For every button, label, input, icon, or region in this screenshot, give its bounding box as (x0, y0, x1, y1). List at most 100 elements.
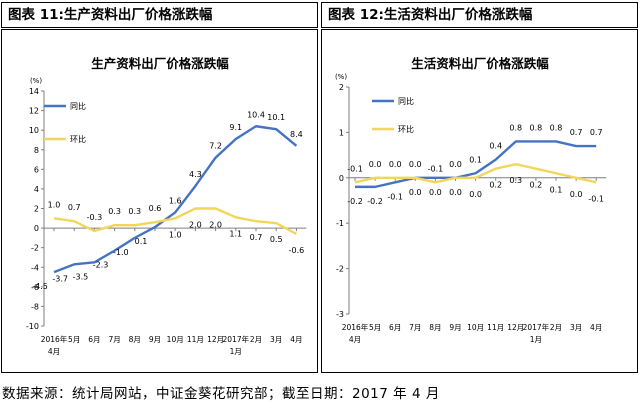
data-label-mom: 0.0 (389, 160, 402, 169)
data-label-mom: 0.2 (530, 181, 543, 190)
data-label-yoy: 0.8 (550, 123, 563, 132)
y-axis-unit: (%) (335, 73, 347, 81)
y-tick-label: 8 (34, 146, 39, 155)
data-label-yoy: -4.5 (32, 282, 48, 291)
y-tick-label: -4 (31, 263, 39, 272)
data-label-yoy: -0.2 (347, 197, 363, 206)
y-tick-label: 12 (29, 107, 39, 116)
y-tick-label: 10 (29, 126, 39, 135)
data-label-mom: 1.1 (229, 229, 242, 238)
data-label-yoy: 0.7 (570, 128, 583, 137)
data-label-yoy: 10.4 (247, 110, 265, 119)
x-tick-label-sub: 1月 (530, 335, 542, 344)
data-label-yoy: 4.3 (189, 170, 202, 179)
data-label-yoy: -3.7 (52, 274, 68, 283)
data-label-yoy: -2.3 (93, 261, 109, 270)
x-tick-label: 3月 (570, 323, 582, 332)
legend-label-mom: 环比 (70, 134, 86, 144)
data-label-yoy: 0.1 (469, 155, 482, 164)
data-label-yoy: 1.6 (169, 196, 182, 205)
chart-panel-consumer: 生活资料出厂价格涨跌幅 (%) -3 -2 -1 0 1 2 2016年 4月 5月 6月 7月 8月 9月… (321, 29, 638, 373)
chart-panel-production: 生产资料出厂价格涨跌幅 (%) -10 -8 -6 -4 -2 0 2 4 6 8 10 12 14 2016… (1, 29, 318, 373)
data-label-yoy: -1.0 (113, 248, 129, 257)
data-label-mom: 1.0 (48, 200, 61, 209)
data-label-mom: 0.0 (469, 190, 482, 199)
chart-header-11: 图表 11:生产资料出厂价格涨跌幅 (1, 2, 318, 28)
series-line-mom (53, 207, 297, 236)
x-tick-label: 2016年 (342, 322, 369, 332)
data-label-yoy: -0.1 (387, 192, 403, 201)
x-tick-label: 6月 (88, 335, 100, 344)
data-label-mom: 1.0 (169, 230, 182, 239)
data-label-yoy: 10.1 (267, 113, 285, 122)
data-label-mom: -0.3 (87, 213, 103, 222)
x-tick-label-sub: 4月 (349, 335, 361, 344)
x-tick-label: 10月 (467, 323, 484, 332)
data-label-yoy: -0.2 (367, 197, 383, 206)
figure-title: 生产资料出厂价格涨跌幅 (63, 7, 213, 23)
series-line-mom (354, 162, 597, 184)
y-tick-label: 2 (339, 83, 344, 92)
data-label-mom: -0.1 (428, 164, 444, 173)
y-tick-label: -6 (31, 283, 39, 292)
x-tick-label: 7月 (409, 323, 421, 332)
chart-header-12: 图表 12:生活资料出厂价格涨跌幅 (321, 2, 638, 28)
x-tick-label: 11月 (187, 335, 204, 344)
x-tick-label: 3月 (270, 335, 282, 344)
y-tick-label: -1 (336, 219, 344, 228)
x-tick-label: 2016年 (41, 334, 68, 344)
x-tick-label: 8月 (129, 335, 141, 344)
source-note: 数据来源：统计局网站，中证金葵花研究部；截至日期：2017 年 4 月 (2, 386, 440, 402)
legend-label-yoy: 同比 (398, 96, 414, 106)
data-label-mom: 2.0 (189, 221, 202, 230)
data-label-yoy: 0.7 (590, 128, 603, 137)
data-label-yoy: 0.8 (530, 123, 543, 132)
x-tick-label: 8月 (429, 323, 441, 332)
x-tick-label-sub: 1月 (230, 347, 242, 356)
figure-label: 图表 11: (8, 7, 64, 23)
x-tick-label: 2017年 (523, 322, 550, 332)
x-tick-label: 9月 (449, 323, 461, 332)
data-label-yoy: 0.0 (429, 188, 442, 197)
y-tick-label: -3 (336, 310, 344, 319)
x-tick-label: 2月 (550, 323, 562, 332)
data-label-mom: 0.0 (570, 190, 583, 199)
data-label-mom: 0.2 (489, 181, 502, 190)
data-label-mom: 0.5 (270, 235, 283, 244)
x-tick-label: 2017年 (223, 334, 250, 344)
x-tick-label: 2月 (250, 335, 262, 344)
chart-production-materials: 生产资料出厂价格涨跌幅 (%) -10 -8 -6 -4 -2 0 2 4 6 8 10 12 14 2016… (26, 56, 307, 356)
x-tick-label-sub: 4月 (48, 347, 60, 356)
figure-label: 图表 12: (328, 7, 384, 23)
y-tick-label: 14 (29, 87, 39, 96)
data-label-mom: 2.0 (209, 221, 222, 230)
data-label-mom: -0.6 (289, 246, 305, 255)
data-label-mom: -0.1 (347, 164, 363, 173)
y-axis-unit: (%) (30, 77, 42, 85)
series-line-yoy (355, 140, 597, 189)
data-label-mom: 0.3 (509, 176, 522, 185)
chart-title: 生活资料出厂价格涨跌幅 (411, 56, 549, 71)
data-label-mom: -0.1 (588, 194, 604, 203)
y-tick-label: 0 (339, 174, 344, 183)
figure-title: 生活资料出厂价格涨跌幅 (383, 7, 533, 23)
data-label-mom: 0.1 (550, 185, 563, 194)
data-label-yoy: -3.5 (73, 272, 89, 281)
data-label-yoy: 0.0 (409, 188, 422, 197)
data-label-yoy: 0.0 (449, 188, 462, 197)
y-tick-label: 6 (34, 165, 39, 174)
series-line-yoy (53, 125, 298, 274)
data-label-yoy: 0.1 (135, 237, 148, 246)
y-tick-label: -2 (336, 265, 344, 274)
x-tick-label: 7月 (108, 335, 120, 344)
data-label-mom: 0.3 (128, 207, 141, 216)
y-tick-label: -2 (31, 244, 39, 253)
y-tick-label: -10 (26, 322, 39, 331)
x-tick-label: 5月 (369, 323, 381, 332)
x-tick-label: 4月 (590, 323, 602, 332)
x-tick-label: 12月 (507, 323, 524, 332)
data-label-yoy: 8.4 (290, 130, 303, 139)
data-label-yoy: 7.2 (209, 142, 222, 151)
legend-label-yoy: 同比 (70, 101, 86, 111)
data-label-mom: 0.7 (68, 203, 81, 212)
